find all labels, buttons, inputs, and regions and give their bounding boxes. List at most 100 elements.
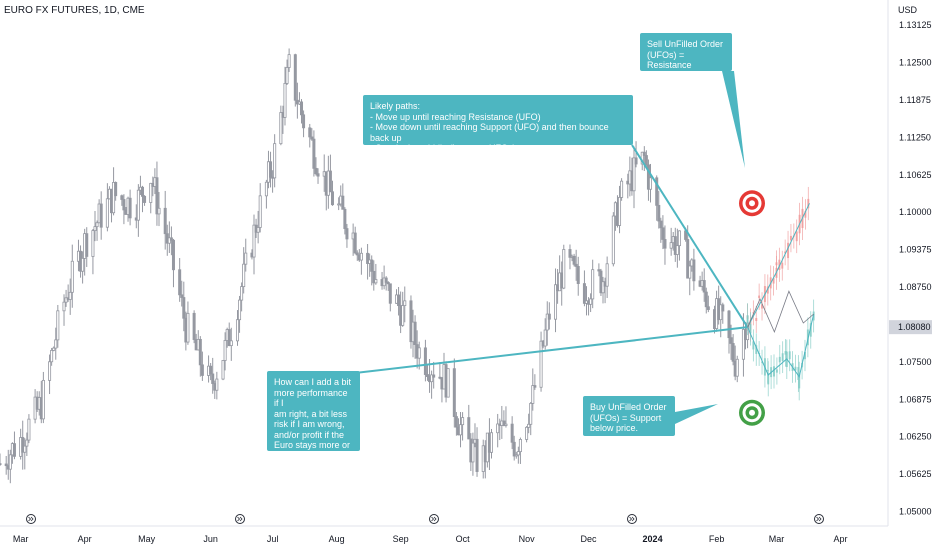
event-marker-chevron	[237, 516, 243, 522]
candle-body	[562, 249, 566, 289]
x-tick-label: Nov	[519, 534, 536, 544]
candle-body	[620, 180, 624, 198]
projection-candle-body	[809, 323, 812, 337]
price-axis-currency: USD	[898, 5, 918, 15]
candle-body	[374, 279, 378, 284]
event-marker-chevron	[629, 516, 635, 522]
y-tick-label: 1.05000	[899, 507, 932, 517]
event-marker-chevron	[816, 516, 822, 522]
y-tick-label: 1.06250	[899, 432, 932, 442]
candle-body	[163, 207, 167, 235]
candle-body	[112, 182, 116, 214]
candle-body	[516, 451, 520, 456]
candle-body	[386, 281, 390, 285]
projection-candle-body	[795, 231, 798, 242]
candle-body	[510, 423, 514, 443]
y-tick-label: 1.09375	[899, 245, 932, 255]
candle-body	[527, 423, 531, 428]
candle-body	[48, 361, 52, 381]
candle-body	[572, 255, 576, 265]
candle-body	[95, 222, 99, 228]
candle-body	[252, 224, 256, 258]
candle-body	[41, 379, 45, 420]
y-tick-label: 1.10625	[899, 170, 932, 180]
candle-body	[242, 263, 246, 287]
candle-body	[221, 360, 225, 380]
candle-body	[25, 439, 29, 447]
candle-body	[337, 203, 341, 206]
x-tick-label: Jun	[203, 534, 218, 544]
projection-candle-body	[755, 318, 758, 322]
candle-body	[157, 207, 161, 215]
candle-body	[353, 232, 357, 254]
candle-body	[582, 283, 586, 304]
candle-body	[171, 239, 175, 271]
candle-body	[601, 281, 605, 294]
candle-body	[120, 195, 124, 200]
candle-body	[504, 423, 508, 426]
projection-candle-body	[781, 262, 784, 269]
candle-body	[256, 227, 260, 233]
candle-body	[4, 463, 8, 467]
candle-body	[227, 329, 231, 347]
candle-body	[99, 203, 103, 228]
candle-body	[634, 157, 638, 165]
candle-body	[50, 349, 54, 363]
candle-body	[355, 252, 359, 256]
y-tick-label: 1.07500	[899, 357, 932, 367]
trend-line-paths	[631, 144, 749, 328]
x-tick-label: May	[138, 534, 156, 544]
x-tick-label: Mar	[13, 534, 29, 544]
projection-candle-body	[784, 351, 787, 355]
projection-candle-body	[787, 242, 790, 259]
x-tick-label: Oct	[456, 534, 471, 544]
candle-body	[143, 195, 147, 203]
candle-body	[618, 197, 622, 226]
x-tick-label: Aug	[329, 534, 345, 544]
candle-body	[200, 364, 204, 376]
candle-body	[403, 300, 407, 306]
candle-body	[417, 347, 421, 359]
candle-body	[370, 259, 374, 272]
candle-body	[741, 329, 745, 360]
candle-body	[452, 368, 456, 417]
projection-path-down	[747, 313, 815, 379]
candle-body	[23, 445, 27, 453]
candle-body	[192, 312, 196, 340]
projection-candle-body	[752, 341, 755, 350]
candle-body	[706, 306, 710, 310]
candle-body	[518, 439, 522, 453]
candle-body	[646, 164, 650, 190]
candle-body	[574, 263, 578, 267]
projection-candle-body	[761, 304, 764, 309]
y-tick-label: 1.12500	[899, 58, 932, 68]
candle-body	[677, 230, 681, 247]
candle-body	[568, 249, 572, 258]
symbol-title: EURO FX FUTURES, 1D, CME	[4, 5, 145, 16]
candle-body	[657, 204, 661, 222]
candle-body	[180, 294, 184, 298]
candle-body	[686, 239, 690, 279]
x-tick-label: 2024	[643, 534, 663, 544]
callout-buy-pointer	[675, 404, 718, 424]
projection-candle-body	[797, 367, 800, 381]
candle-body	[727, 310, 731, 339]
candle-body	[413, 321, 417, 346]
candle-body	[489, 432, 493, 453]
candle-body	[178, 269, 182, 296]
candle-body	[644, 155, 648, 166]
candle-body	[471, 442, 475, 463]
projection-candle-body	[798, 373, 801, 389]
candle-body	[642, 151, 646, 156]
resistance-target-icon-center	[749, 200, 755, 207]
candle-body	[308, 127, 312, 138]
candle-body	[545, 313, 549, 331]
candle-body	[314, 167, 318, 175]
projection-candle-body	[766, 370, 769, 372]
candle-body	[554, 284, 558, 320]
candle-body	[721, 304, 725, 312]
candle-body	[692, 259, 696, 282]
candle-body	[328, 170, 332, 193]
